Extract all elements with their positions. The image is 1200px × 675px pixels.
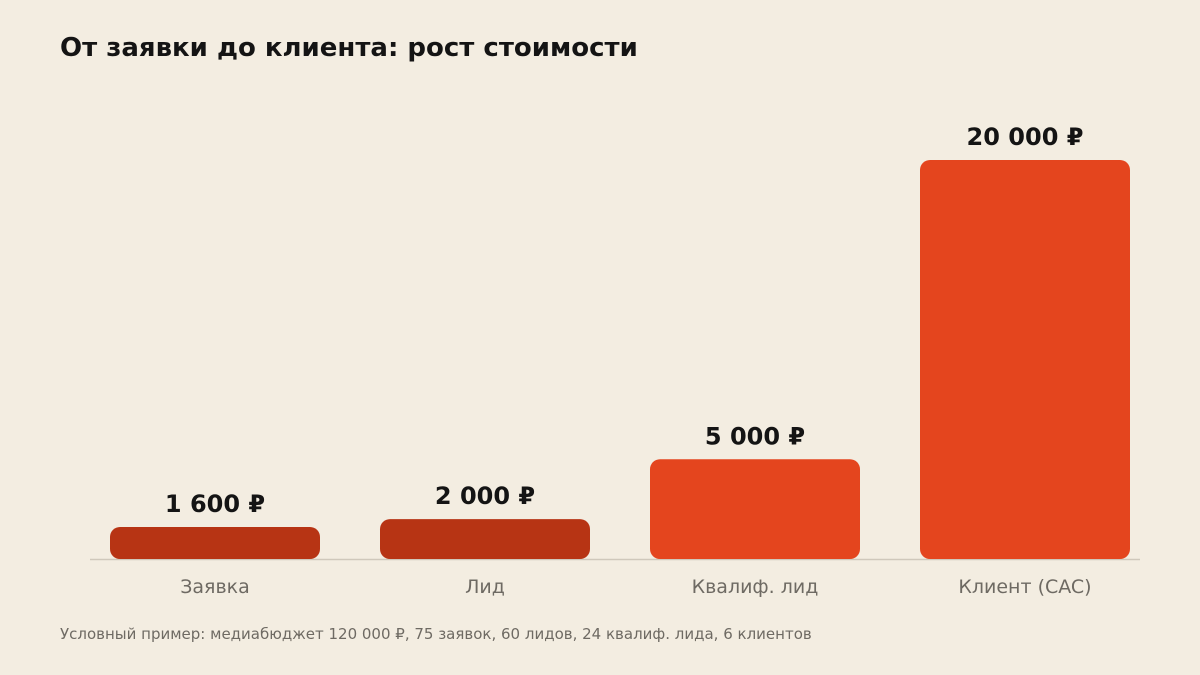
bar bbox=[380, 519, 590, 559]
bar-value-label: 20 000 ₽ bbox=[967, 123, 1084, 151]
bar-value-label: 1 600 ₽ bbox=[165, 490, 265, 518]
bar-value-label: 2 000 ₽ bbox=[435, 482, 535, 510]
category-label: Клиент (CAC) bbox=[958, 576, 1091, 598]
footnote: Условный пример: медиабюджет 120 000 ₽, … bbox=[60, 625, 812, 643]
category-label: Квалиф. лид bbox=[692, 576, 819, 598]
category-label: Заявка bbox=[180, 576, 250, 598]
chart-title: От заявки до клиента: рост стоимости bbox=[60, 33, 638, 63]
category-label: Лид bbox=[465, 576, 505, 598]
bar bbox=[110, 527, 320, 559]
bar-value-label: 5 000 ₽ bbox=[705, 422, 805, 450]
bar bbox=[920, 160, 1130, 559]
bar bbox=[650, 459, 860, 559]
